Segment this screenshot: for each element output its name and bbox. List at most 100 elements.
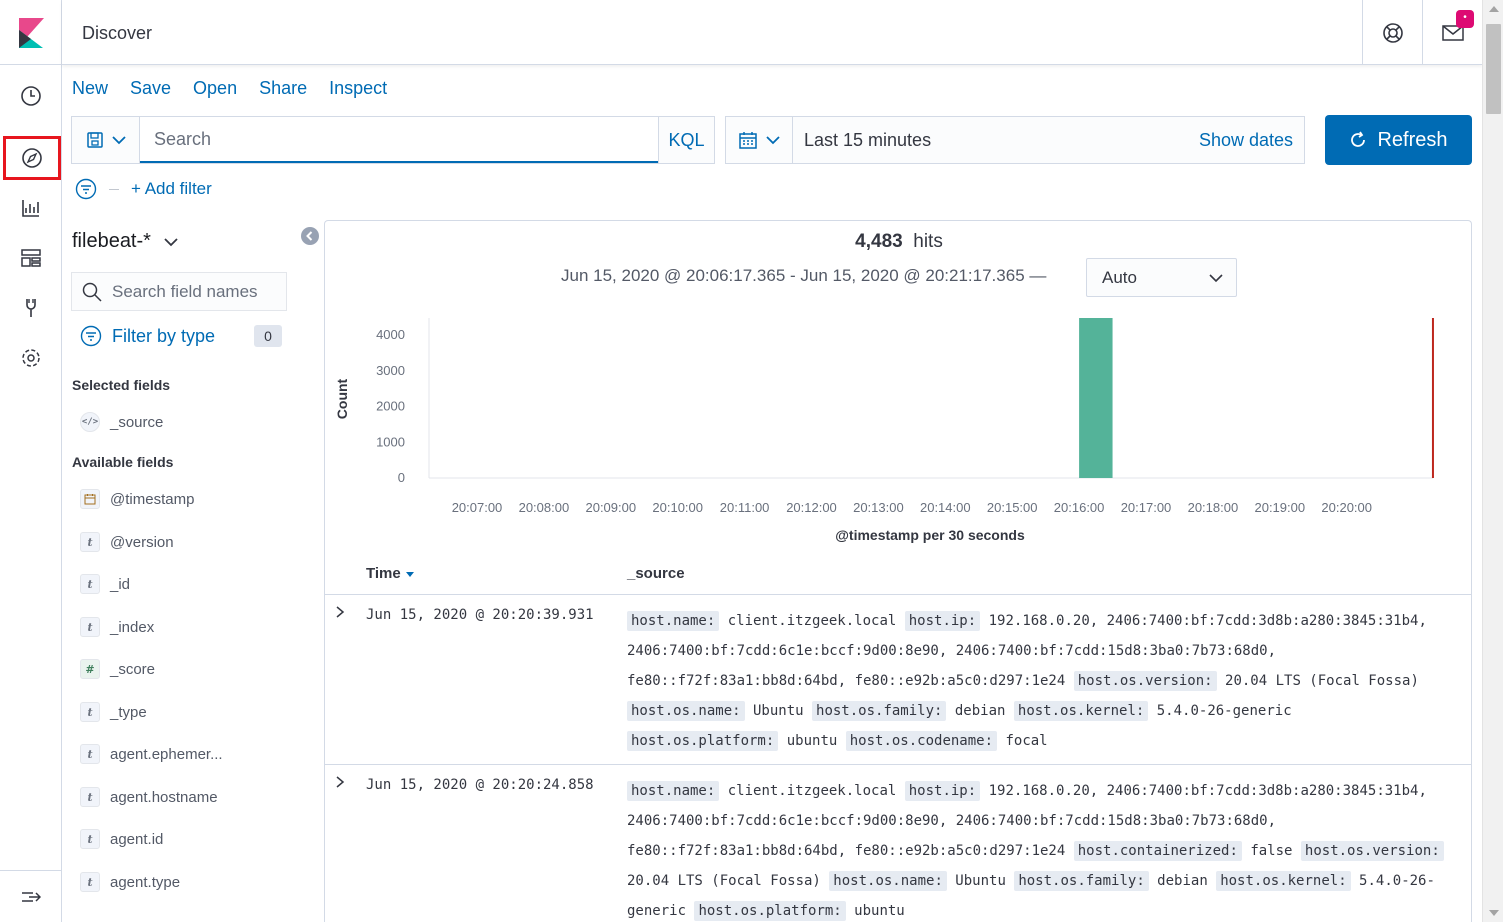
field-search xyxy=(71,272,287,311)
source-key: host.name: xyxy=(627,611,720,631)
source-value: debian xyxy=(1148,873,1217,889)
quick-menu-button[interactable] xyxy=(726,117,793,163)
scroll-up-icon[interactable] xyxy=(1489,6,1499,12)
source-value: client.itzgeek.local xyxy=(719,613,905,629)
field-item[interactable]: t agent.type xyxy=(80,872,180,892)
scrollbar-thumb[interactable] xyxy=(1486,24,1501,114)
scroll-down-icon[interactable] xyxy=(1489,910,1499,916)
filter-by-type-button[interactable]: Filter by type xyxy=(80,325,215,347)
field-item[interactable]: t agent.ephemer... xyxy=(80,744,223,764)
field-item[interactable]: t @version xyxy=(80,532,174,552)
column-header-time[interactable]: Time xyxy=(366,565,415,582)
field-item[interactable]: # _score xyxy=(80,659,155,679)
news-feed-button[interactable]: • xyxy=(1422,0,1482,65)
source-key: host.os.name: xyxy=(627,701,745,721)
open-link[interactable]: Open xyxy=(193,78,238,98)
histogram-bar[interactable] xyxy=(1079,318,1113,478)
row-timestamp: Jun 15, 2020 @ 20:20:39.931 xyxy=(366,607,594,623)
y-tick-label: 3000 xyxy=(376,363,405,378)
source-key: host.os.family: xyxy=(812,701,947,721)
string-field-icon: t xyxy=(80,829,100,849)
source-key: host.os.name: xyxy=(829,871,947,891)
new-link[interactable]: New xyxy=(72,78,109,98)
collapse-nav-icon[interactable] xyxy=(0,870,62,922)
help-lifebuoy-icon xyxy=(1382,22,1403,43)
interval-select[interactable]: Auto xyxy=(1086,258,1237,297)
refresh-button[interactable]: Refresh xyxy=(1325,115,1472,165)
field-item[interactable]: t _id xyxy=(80,574,130,594)
source-key: host.os.kernel: xyxy=(1216,871,1351,891)
x-tick-label: 20:20:00 xyxy=(1321,500,1372,515)
time-range-label[interactable]: Last 15 minutes xyxy=(804,129,932,150)
x-tick-label: 20:07:00 xyxy=(452,500,503,515)
y-tick-label: 4000 xyxy=(376,327,405,342)
column-time-label: Time xyxy=(366,565,401,582)
field-item[interactable]: t agent.id xyxy=(80,829,163,849)
kql-toggle-button[interactable]: KQL xyxy=(658,117,714,163)
search-icon xyxy=(82,282,102,302)
kibana-logo[interactable] xyxy=(0,0,62,65)
row-source: host.name: client.itzgeek.local host.ip:… xyxy=(627,776,1447,922)
help-menu-button[interactable] xyxy=(1362,0,1422,65)
x-tick-label: 20:09:00 xyxy=(585,500,636,515)
field-name: _source xyxy=(110,413,164,431)
filter-by-type-label: Filter by type xyxy=(112,325,216,346)
source-value: ubuntu xyxy=(778,733,846,749)
search-input[interactable] xyxy=(140,117,658,163)
field-item-source[interactable]: </> _source xyxy=(80,412,163,432)
saved-query-button[interactable] xyxy=(72,117,140,163)
x-tick-label: 20:12:00 xyxy=(786,500,837,515)
index-pattern-selector[interactable]: filebeat-* xyxy=(72,230,179,253)
string-field-icon: t xyxy=(80,617,100,637)
hits-count: 4,483 hits xyxy=(325,231,1471,253)
visualize-icon[interactable] xyxy=(0,183,62,233)
field-item[interactable]: t agent.hostname xyxy=(80,787,218,807)
save-link[interactable]: Save xyxy=(130,78,172,98)
available-fields-title: Available fields xyxy=(72,454,174,470)
field-item[interactable]: @timestamp xyxy=(80,489,194,509)
expand-row-button[interactable] xyxy=(335,605,345,624)
discover-compass-icon[interactable] xyxy=(3,136,61,180)
source-value: 5.4.0-26-generic xyxy=(1148,703,1292,719)
share-link[interactable]: Share xyxy=(259,78,308,98)
source-value: 5.4.0-26-generic xyxy=(627,873,1435,919)
refresh-icon xyxy=(1351,131,1366,147)
notification-badge: • xyxy=(1456,10,1474,28)
collapse-sidebar-button[interactable] xyxy=(301,227,319,245)
inspect-link[interactable]: Inspect xyxy=(329,78,388,98)
filter-icon xyxy=(80,325,102,347)
dashboard-icon[interactable] xyxy=(0,233,62,283)
field-name: agent.type xyxy=(110,873,181,891)
recent-clock-icon[interactable] xyxy=(0,71,62,121)
date-field-icon xyxy=(80,489,100,509)
column-header-source: _source xyxy=(627,565,685,582)
x-axis-label: @timestamp per 30 seconds xyxy=(835,527,1025,543)
table-row: Jun 15, 2020 @ 20:20:24.858 host.name: c… xyxy=(325,765,1471,922)
field-name: agent.ephemer... xyxy=(110,745,223,763)
filter-count-badge: 0 xyxy=(254,325,282,347)
source-key: host.name: xyxy=(627,781,720,801)
chevron-down-icon xyxy=(111,136,126,145)
field-item[interactable]: t _index xyxy=(80,617,154,637)
field-sidebar: filebeat-* Filter by type 0 Selected fie… xyxy=(62,220,324,922)
expand-row-button[interactable] xyxy=(335,775,345,794)
page-scrollbar[interactable] xyxy=(1482,0,1503,922)
source-key: host.ip: xyxy=(904,611,981,631)
field-item[interactable]: t _type xyxy=(80,702,147,722)
show-dates-button[interactable]: Show dates xyxy=(1198,129,1293,150)
dev-tools-icon[interactable] xyxy=(0,283,62,333)
y-axis-label: Count xyxy=(334,378,350,419)
sort-down-icon[interactable] xyxy=(405,570,415,578)
source-key: host.os.version: xyxy=(1300,841,1444,861)
search-field-names-input[interactable] xyxy=(112,281,282,302)
add-filter-button[interactable]: + Add filter xyxy=(131,179,212,198)
interval-value: Auto xyxy=(1102,267,1137,287)
gear-icon[interactable] xyxy=(0,333,62,383)
source-value: focal xyxy=(997,733,1048,749)
source-value: 192.168.0.20, 2406:7400:bf:7cdd:3d8b:a28… xyxy=(627,783,1427,859)
string-field-icon: t xyxy=(80,574,100,594)
table-header-divider xyxy=(325,594,1471,595)
index-pattern-label: filebeat-* xyxy=(72,230,151,252)
filter-options-icon[interactable] xyxy=(75,178,97,200)
source-key: host.os.family: xyxy=(1014,871,1149,891)
